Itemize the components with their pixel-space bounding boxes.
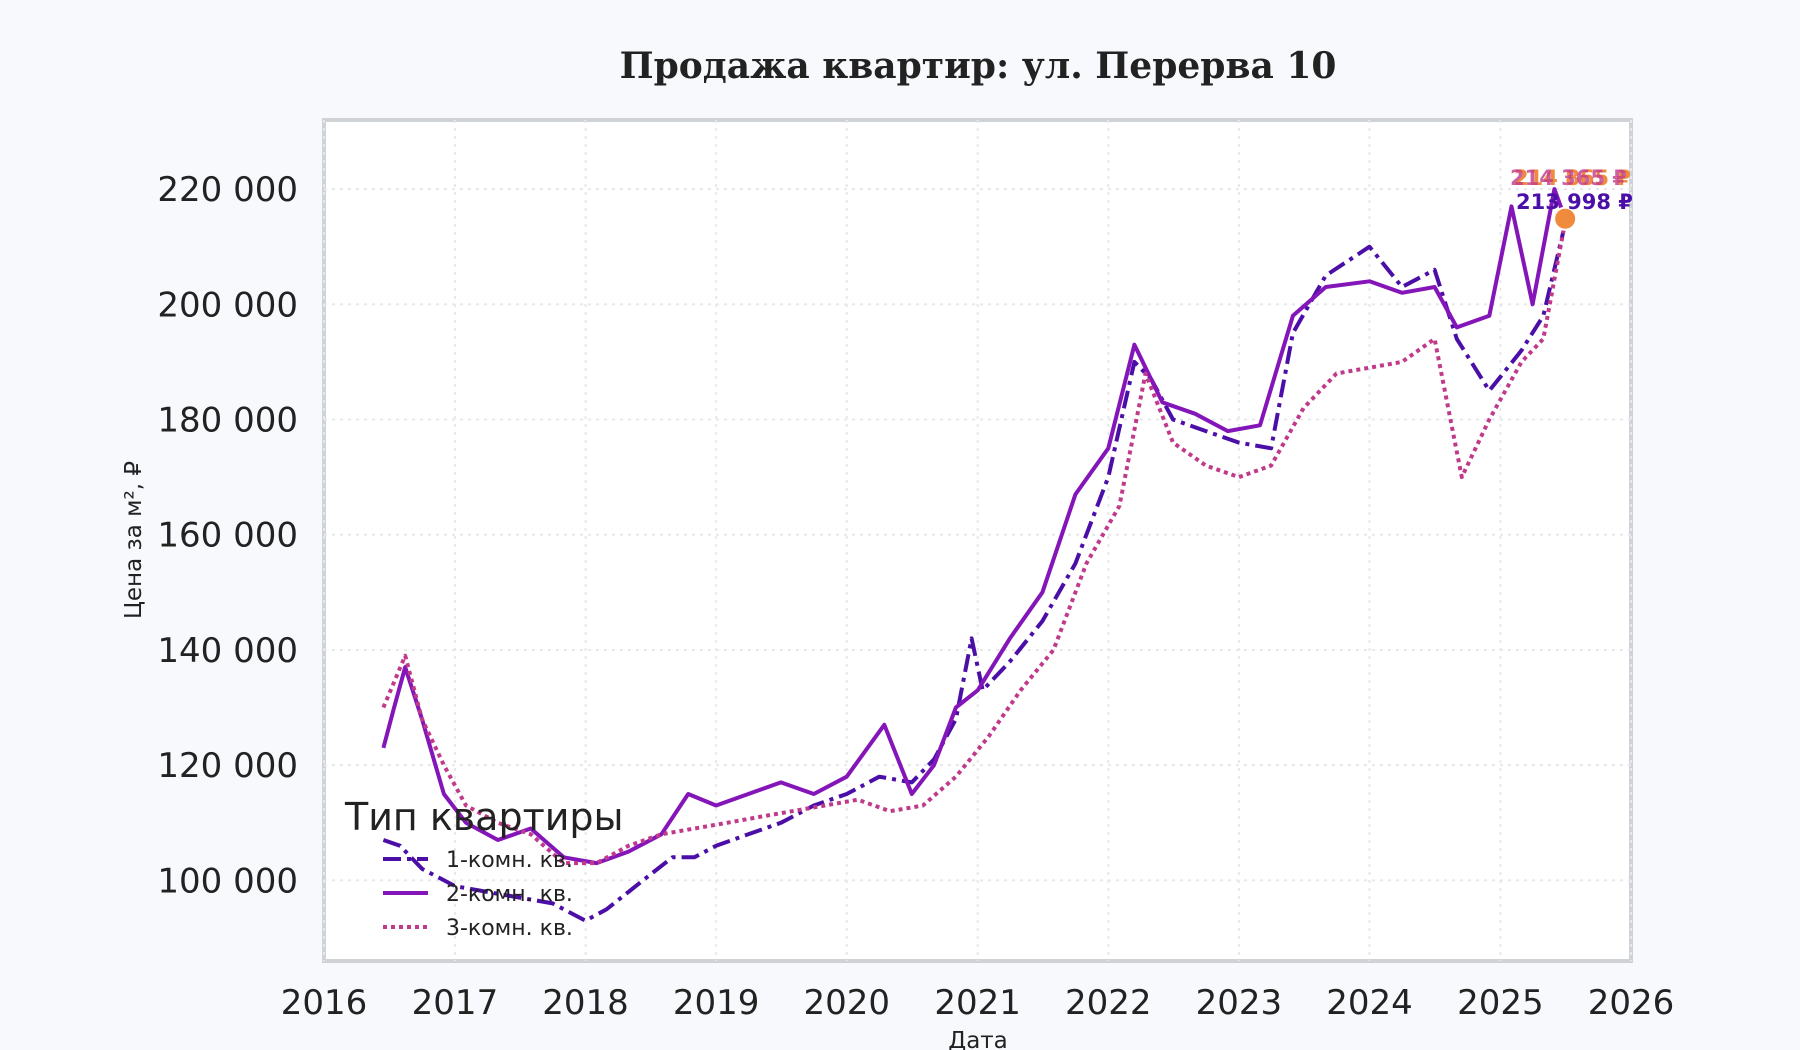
series-line xyxy=(382,223,1568,923)
x-axis-label: Дата xyxy=(948,1028,1008,1050)
x-tick-label: 2025 xyxy=(1457,983,1544,1023)
y-tick-label: 220 000 xyxy=(157,170,298,210)
series-layer xyxy=(381,187,1568,923)
plot-area xyxy=(322,118,1633,963)
end-value-label: 213 998 ₽ xyxy=(1516,190,1633,214)
y-tick-label: 120 000 xyxy=(157,746,298,786)
legend-title: Тип квартиры xyxy=(344,795,624,839)
end-value-label: 214 365 ₽ xyxy=(1510,166,1627,190)
chart-title: Продажа квартир: ул. Перерва 10 xyxy=(620,45,1337,87)
x-tick-label: 2019 xyxy=(673,983,760,1023)
x-axis-ticks: 2016 2017 2018 2019 2020 2021 2022 2023 2024 2025… xyxy=(281,983,1675,1023)
legend-entry: 1-комн. кв. xyxy=(446,848,573,873)
x-tick-label: 2018 xyxy=(542,983,629,1023)
legend-entry: 2-комн. кв. xyxy=(446,882,573,907)
y-tick-label: 160 000 xyxy=(157,516,298,556)
series-line xyxy=(381,187,1568,866)
end-point-marker xyxy=(1553,206,1578,231)
x-tick-label: 2021 xyxy=(934,983,1021,1023)
y-tick-label: 180 000 xyxy=(157,401,298,441)
end-labels: 213 998 ₽214 865 ₽214 365 ₽ xyxy=(1510,166,1633,231)
y-tick-label: 140 000 xyxy=(157,631,298,671)
x-tick-label: 2016 xyxy=(281,983,368,1023)
y-axis-label: Цена за м², ₽ xyxy=(121,461,147,619)
legend-entry: 3-комн. кв. xyxy=(446,916,573,941)
x-tick-label: 2022 xyxy=(1065,983,1152,1023)
y-axis-ticks: 100 000 120 000 140 000 160 000 180 000 200 0… xyxy=(157,170,298,901)
legend: Тип квартиры 1-комн. кв. 2-комн. кв. 3-ком… xyxy=(344,795,624,941)
x-tick-label: 2024 xyxy=(1326,983,1413,1023)
x-tick-label: 2020 xyxy=(803,983,890,1023)
x-tick-label: 2023 xyxy=(1196,983,1283,1023)
x-tick-label: 2017 xyxy=(412,983,499,1023)
y-tick-label: 100 000 xyxy=(157,861,298,901)
end-value-label: 214 865 ₽ xyxy=(1514,166,1631,190)
x-tick-label: 2026 xyxy=(1588,983,1675,1023)
y-tick-label: 200 000 xyxy=(157,285,298,325)
grid xyxy=(323,120,1632,961)
